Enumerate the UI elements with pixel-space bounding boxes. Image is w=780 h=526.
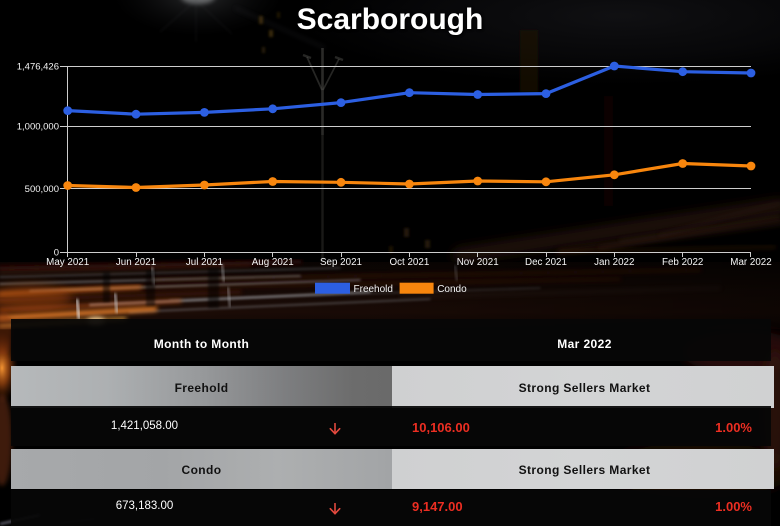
svg-text:0: 0 [54, 247, 59, 258]
svg-text:Jan 2022: Jan 2022 [594, 257, 634, 268]
svg-text:Freehold: Freehold [354, 284, 393, 295]
svg-text:Jul 2021: Jul 2021 [186, 257, 223, 268]
svg-text:Oct 2021: Oct 2021 [390, 257, 430, 268]
svg-text:Aug 2021: Aug 2021 [252, 257, 294, 268]
svg-text:Dec 2021: Dec 2021 [525, 257, 567, 268]
svg-text:Feb 2022: Feb 2022 [662, 257, 703, 268]
svg-text:Nov 2021: Nov 2021 [457, 257, 499, 268]
svg-text:Jun 2021: Jun 2021 [116, 257, 156, 268]
svg-text:Sep 2021: Sep 2021 [320, 257, 362, 268]
svg-text:Mar 2022: Mar 2022 [730, 257, 771, 268]
svg-text:May 2021: May 2021 [46, 257, 89, 268]
svg-text:500,000: 500,000 [25, 184, 59, 195]
svg-text:1,476,426: 1,476,426 [17, 61, 59, 72]
svg-text:Condo: Condo [437, 284, 467, 295]
svg-text:1,000,000: 1,000,000 [17, 122, 59, 133]
